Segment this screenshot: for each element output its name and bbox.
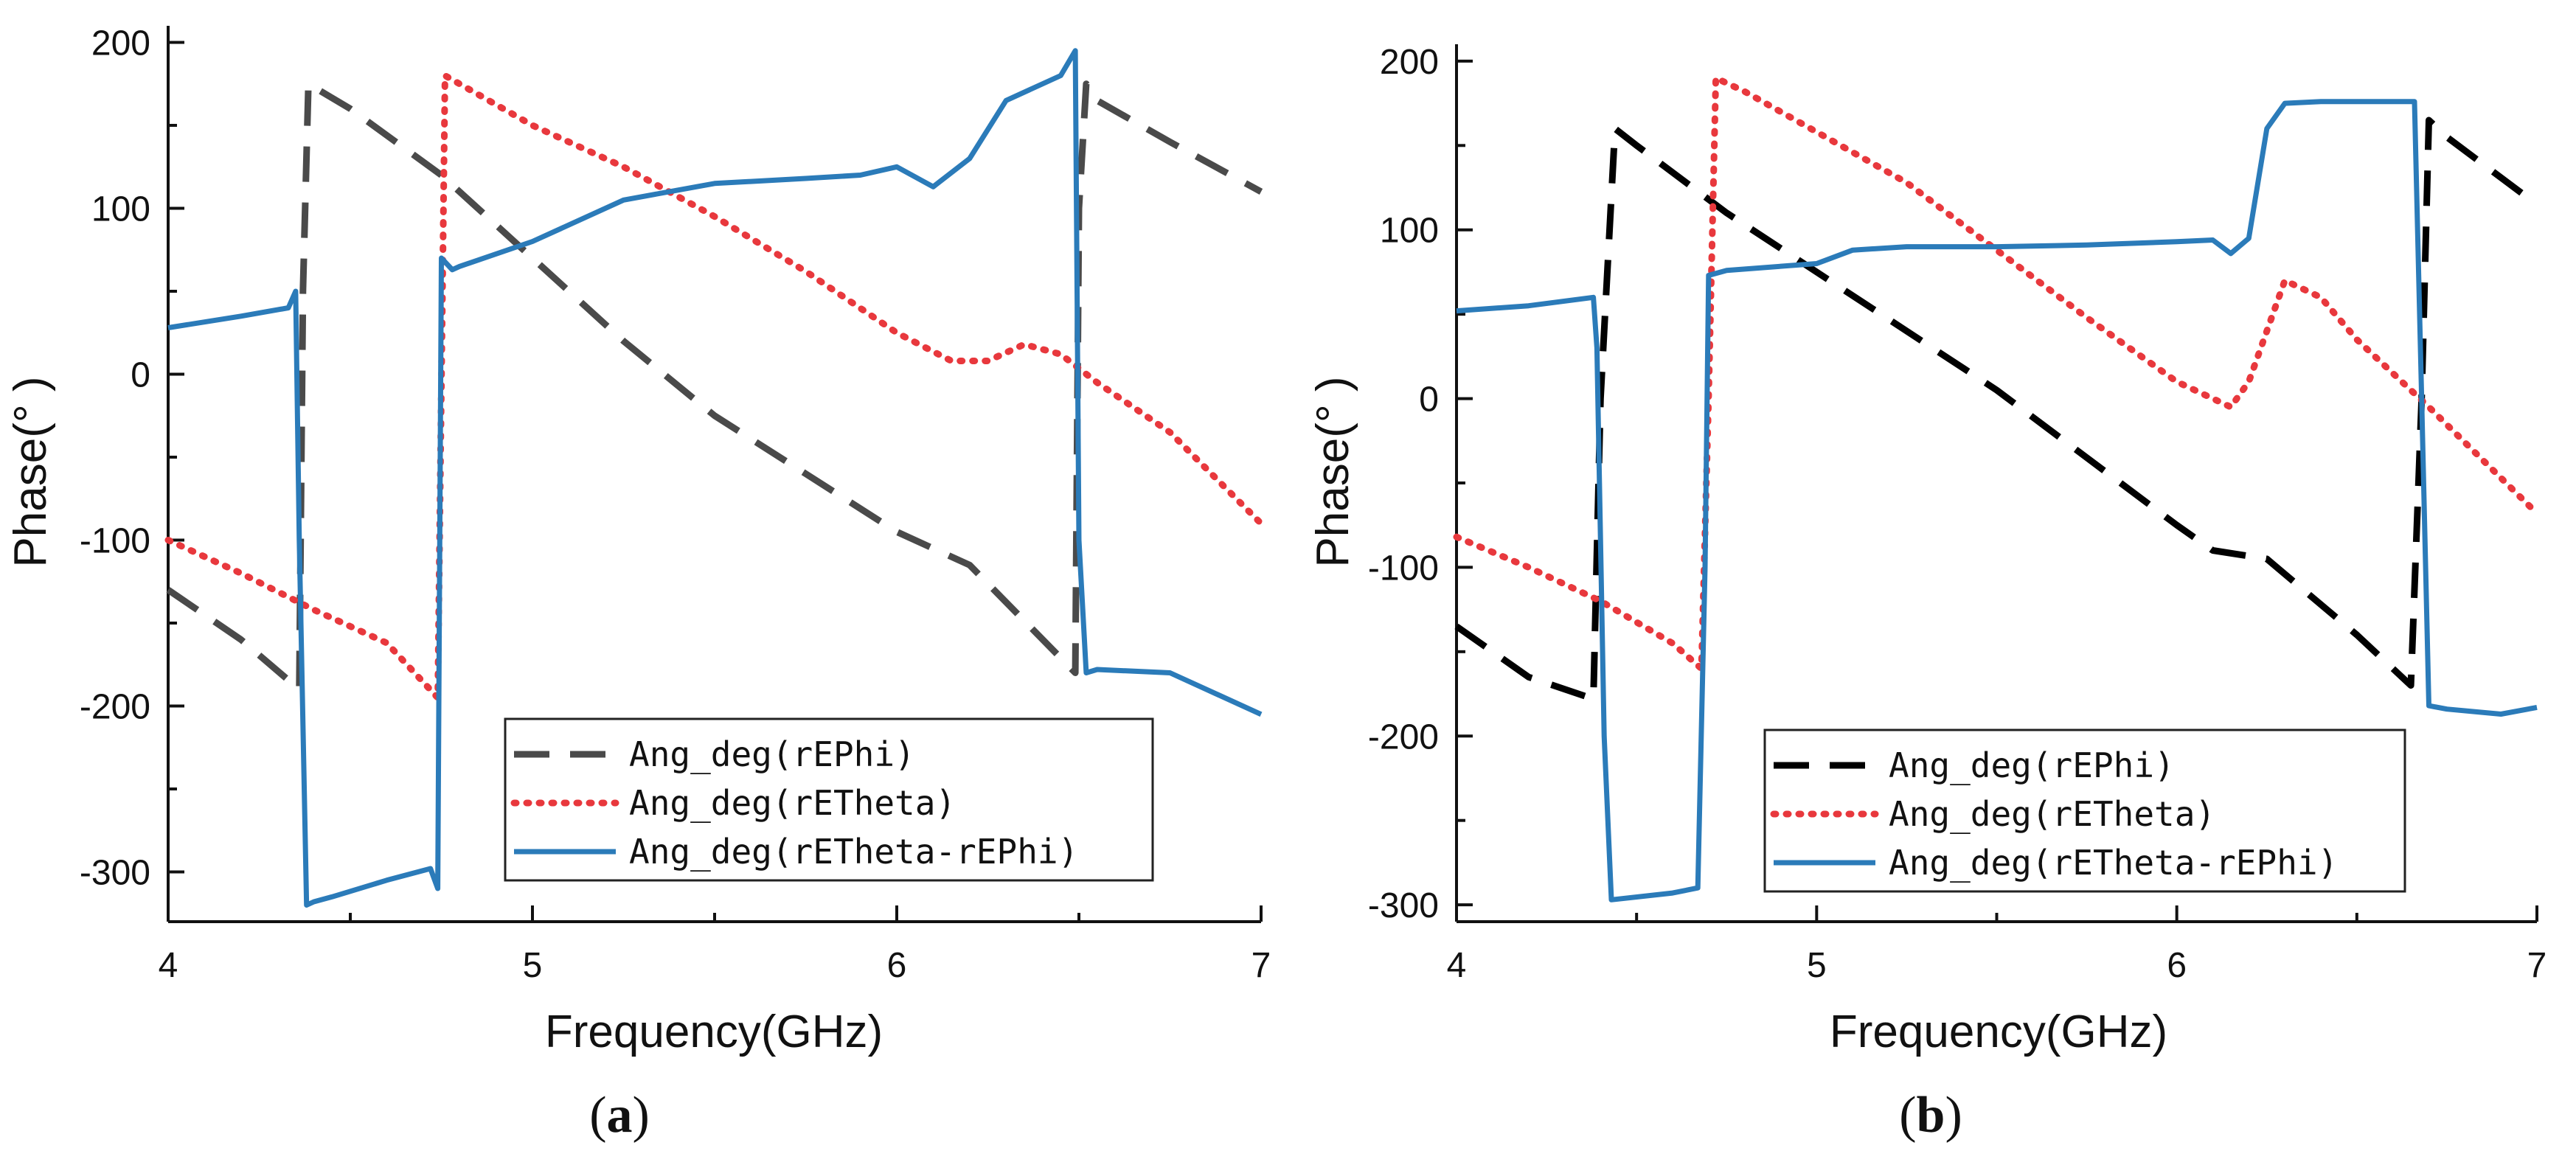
panel-a-caption: (a) <box>589 1087 650 1144</box>
panel-b-series-2-line <box>1456 99 2538 903</box>
panel-a-y-axis-title: Phase(° ) <box>5 376 56 567</box>
panel-b-caption-letter: b <box>1917 1087 1945 1144</box>
panel-a-y-tick-label: -300 <box>80 854 150 893</box>
panel-a-x-tick-label: 5 <box>523 946 543 985</box>
panel-b-legend-label-1: Ang_deg(rETheta) <box>1889 794 2215 834</box>
panel-a-y-tick-label: -200 <box>80 688 150 727</box>
panel-b-y-tick-label: 0 <box>1419 380 1439 420</box>
panel-a-series-2-line <box>167 48 1263 908</box>
panel-b-x-tick-label: 7 <box>2527 946 2547 985</box>
panel-b-x-tick-label: 5 <box>1807 946 1827 985</box>
panel-a-y-tick-label: -100 <box>80 522 150 561</box>
panel-b-series-0-line <box>1454 116 2539 703</box>
panel-b-y-tick-label: 100 <box>1380 212 1439 251</box>
panel-a-series-1-line <box>164 72 1265 701</box>
panel-a-y-tick-label: 100 <box>91 190 150 229</box>
panel-b-x-tick-label: 4 <box>1447 946 1467 985</box>
panel-a-x-tick-label: 7 <box>1251 946 1271 985</box>
panel-a-caption-open: ( <box>589 1087 606 1144</box>
panel-a-series-0-line <box>166 80 1263 693</box>
panel-a-series <box>164 48 1265 908</box>
panel-b-legend-label-0: Ang_deg(rEPhi) <box>1889 745 2175 785</box>
panel-a-x-tick-label: 6 <box>887 946 907 985</box>
panel-b-axes: -300 -200 -100 0 100 200 4 5 6 7 <box>1368 43 2547 985</box>
panel-b-x-tick-label: 6 <box>2167 946 2187 985</box>
panel-a-legend-label-2: Ang_deg(rETheta-rEPhi) <box>629 832 1078 872</box>
panel-a-caption-close: ) <box>633 1087 650 1144</box>
panel-b-y-tick-label: -200 <box>1368 717 1439 757</box>
panel-a-legend-label-1: Ang_deg(rETheta) <box>629 783 956 823</box>
panel-b-legend-label-2: Ang_deg(rETheta-rEPhi) <box>1889 843 2338 883</box>
panel-b-series <box>1453 74 2541 903</box>
panel-b-caption-open: ( <box>1899 1087 1916 1144</box>
panel-b-y-axis-title: Phase(° ) <box>1308 376 1358 567</box>
panel-a-caption-letter: a <box>607 1087 633 1144</box>
panel-b-y-tick-label: -100 <box>1368 549 1439 588</box>
panel-a-x-axis-title: Frequency(GHz) <box>545 1006 883 1057</box>
panel-b-x-axis-title: Frequency(GHz) <box>1830 1006 2167 1057</box>
panel-b-y-tick-label: 200 <box>1380 43 1439 82</box>
panel-b-caption-close: ) <box>1945 1087 1962 1144</box>
panel-b-legend: Ang_deg(rEPhi) Ang_deg(rETheta) Ang_deg(rE… <box>1763 728 2406 893</box>
panel-b-series-1-line <box>1453 74 2541 672</box>
panel-a-y-tick-label: 0 <box>131 356 150 395</box>
panel-b-y-tick-label: -300 <box>1368 886 1439 925</box>
panel-a-legend: Ang_deg(rEPhi) Ang_deg(rETheta) Ang_deg(rE… <box>504 717 1154 882</box>
panel-a-x-tick-label: 4 <box>159 946 178 985</box>
panel-a-axes: -300 -200 -100 0 100 200 4 5 6 7 <box>80 24 1271 986</box>
panel-a-y-tick-label: 200 <box>91 24 150 63</box>
panel-a-legend-label-0: Ang_deg(rEPhi) <box>629 734 915 774</box>
panel-b-caption: (b) <box>1899 1087 1962 1144</box>
